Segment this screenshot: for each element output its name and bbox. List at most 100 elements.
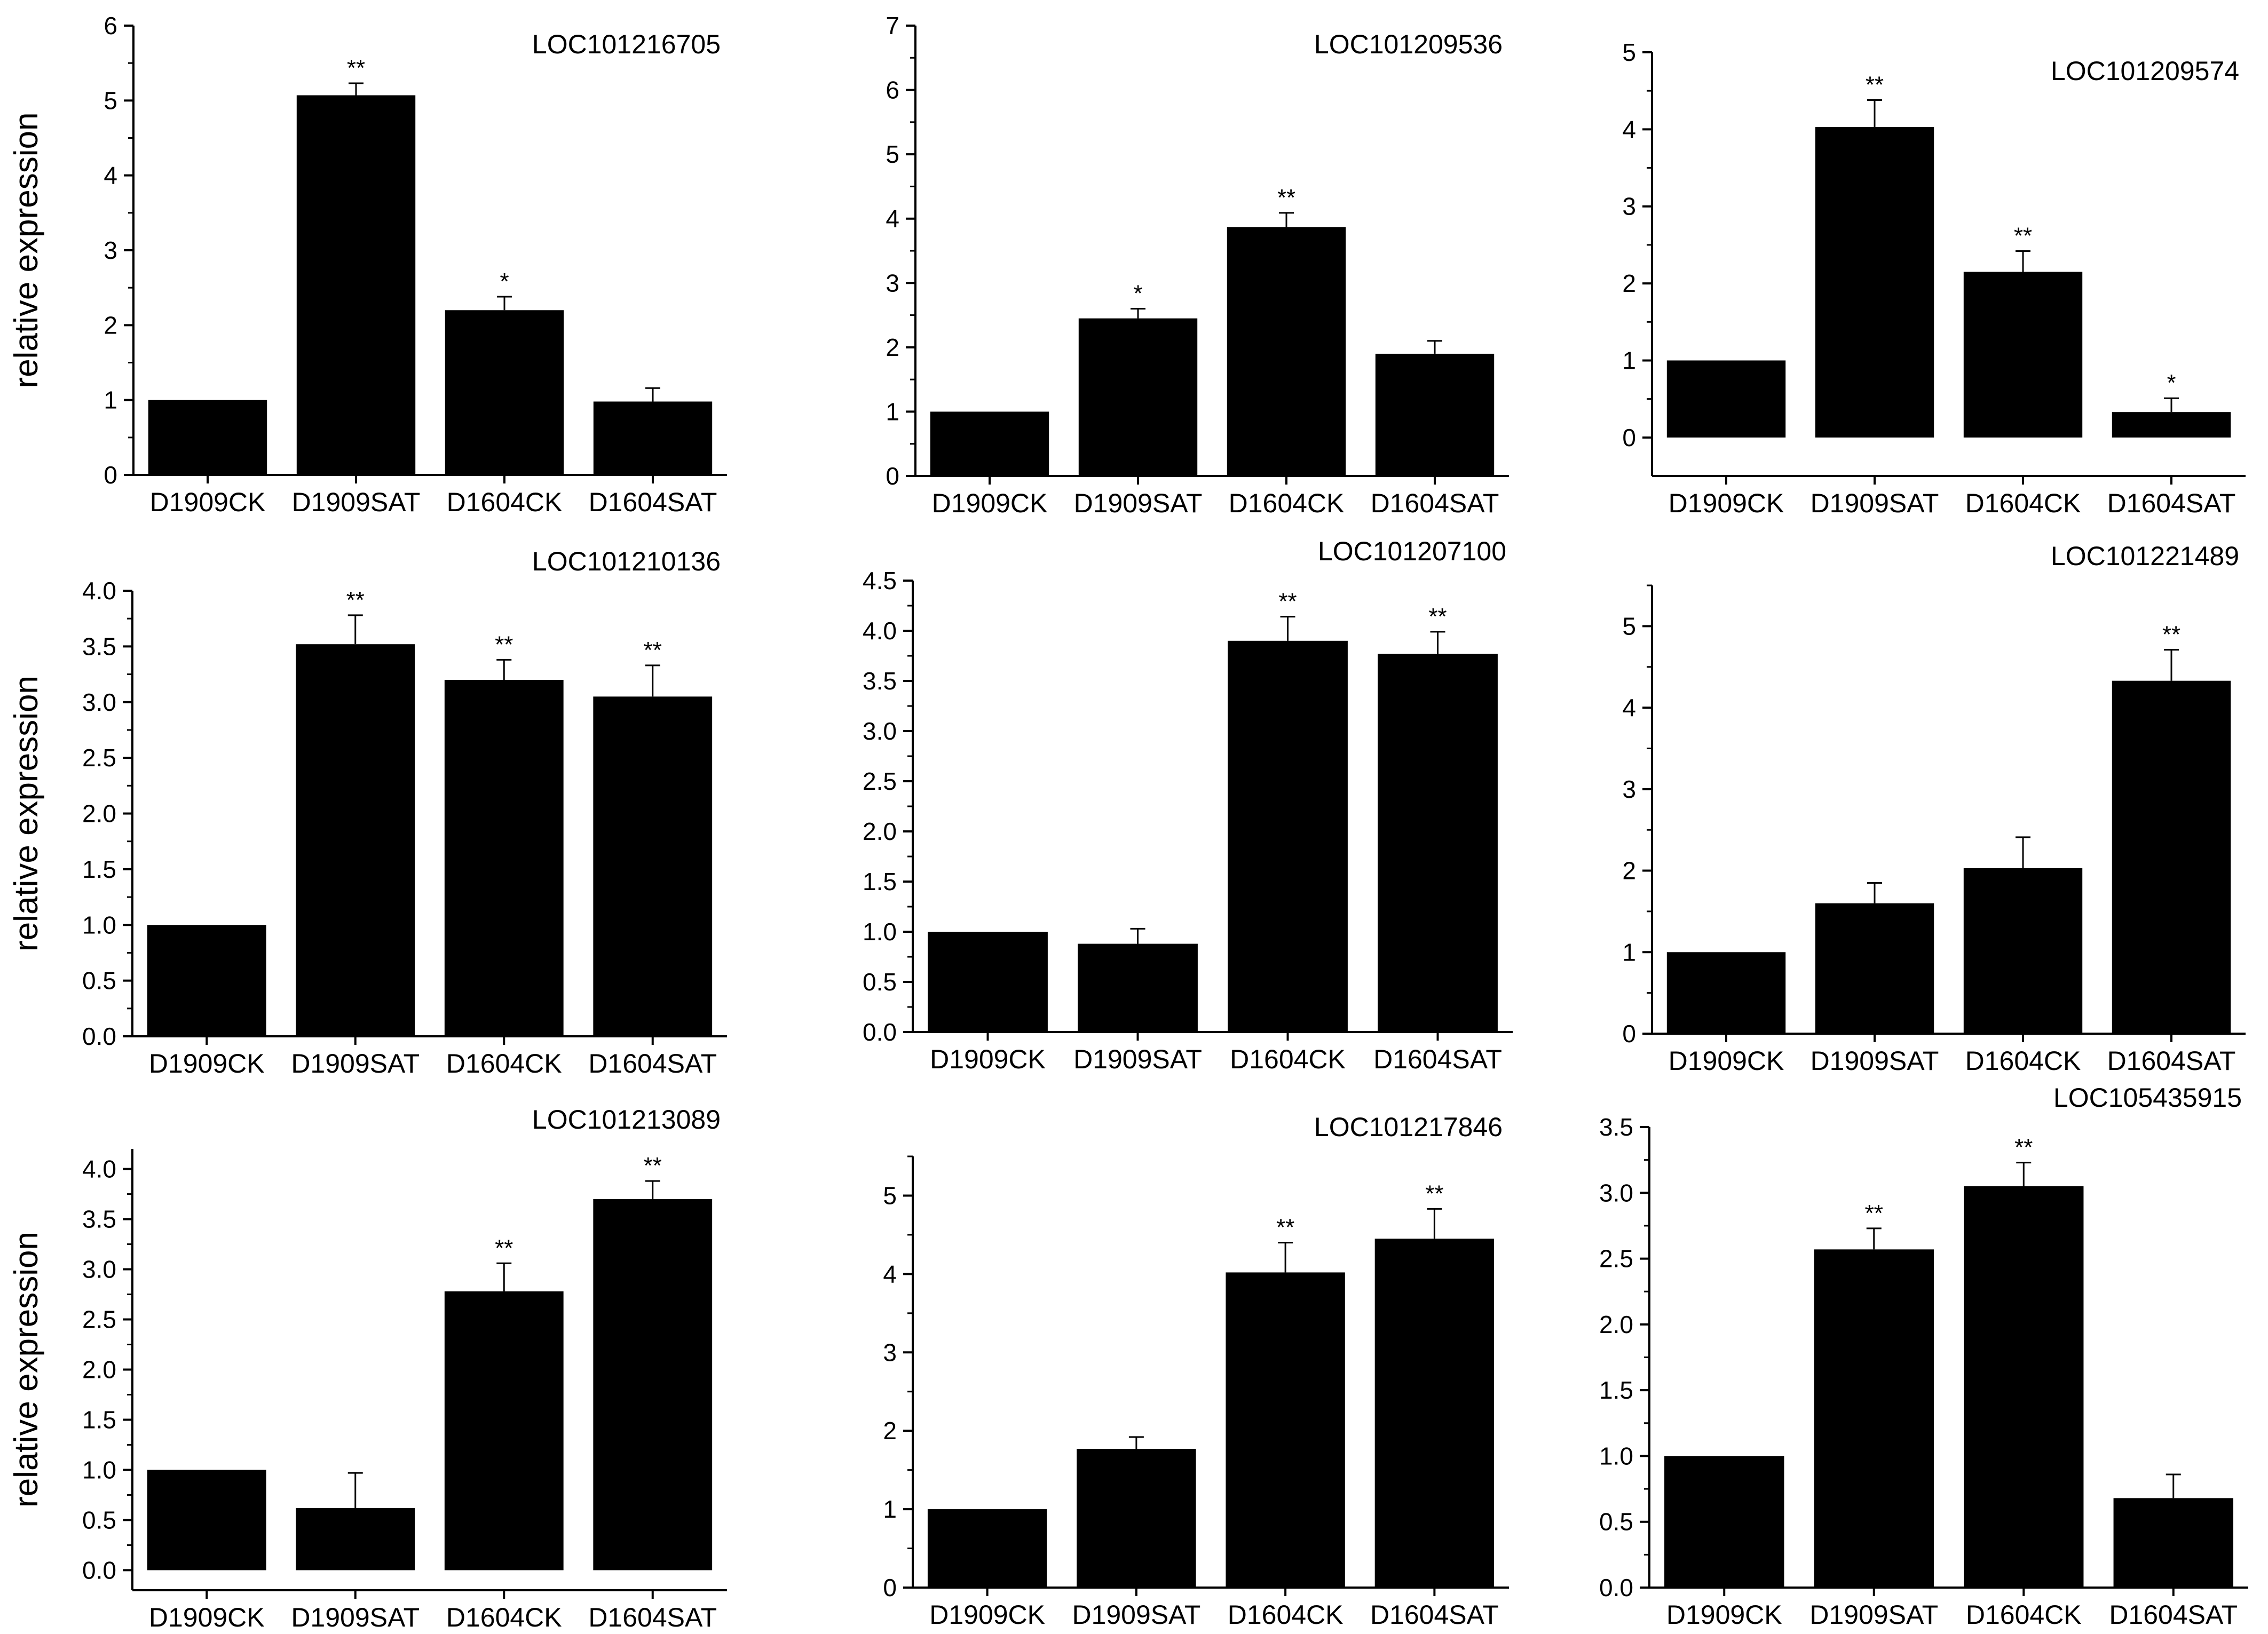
significance-marker: ** <box>1428 604 1447 630</box>
y-tick-label: 1.5 <box>1599 1376 1633 1404</box>
bar <box>2112 412 2231 438</box>
y-tick-label: 3.0 <box>863 717 897 745</box>
bar <box>296 644 415 1036</box>
significance-marker: ** <box>1866 72 1884 98</box>
y-tick-label: 0.0 <box>1599 1574 1633 1601</box>
x-category-label: D1909CK <box>932 488 1048 518</box>
y-tick-label: 4 <box>886 205 899 233</box>
x-category-label: D1909CK <box>1666 1600 1782 1630</box>
bar <box>1964 1186 2084 1588</box>
y-tick-label: 4 <box>883 1260 897 1288</box>
bar <box>445 310 564 475</box>
y-tick-label: 5 <box>1622 38 1636 66</box>
y-tick-label: 3.5 <box>1599 1113 1633 1141</box>
bar <box>1815 903 1934 1034</box>
y-tick-label: 2.0 <box>82 800 116 828</box>
y-tick-label: 0 <box>1622 1020 1636 1048</box>
y-tick-label: 0.5 <box>82 1506 116 1534</box>
y-tick-label: 1 <box>886 398 899 425</box>
y-tick-label: 2 <box>1622 269 1636 297</box>
significance-marker: ** <box>1865 1200 1883 1226</box>
x-category-label: D1909SAT <box>1072 1600 1200 1630</box>
y-tick-label: 3.0 <box>1599 1179 1633 1207</box>
bar <box>1963 868 2083 1034</box>
y-tick-label: 2.5 <box>863 767 897 795</box>
y-tick-label: 3.5 <box>863 667 897 695</box>
x-category-label: D1604CK <box>1965 488 2081 518</box>
bar <box>1374 1239 1495 1588</box>
x-category-label: D1604SAT <box>588 1603 717 1632</box>
x-category-label: D1604SAT <box>1373 1044 1502 1074</box>
y-tick-label: 0 <box>104 461 117 489</box>
significance-marker: ** <box>495 631 513 657</box>
x-category-label: D1604SAT <box>589 487 717 517</box>
chart-panel-6: 0 1 2 3 4 5 D1909CK D1909SAT D1604CK ** D1604SAT LO… <box>1622 541 2246 1076</box>
significance-marker: ** <box>1425 1180 1443 1207</box>
x-category-label: D1909SAT <box>291 1049 420 1078</box>
x-category-label: D1909SAT <box>1809 1600 1938 1630</box>
y-tick-label: 2 <box>104 311 117 339</box>
y-axis-label: relative expression <box>8 1232 45 1508</box>
y-tick-label: 4.0 <box>82 1155 116 1183</box>
significance-marker: ** <box>2014 223 2032 249</box>
y-tick-label: 0.0 <box>82 1556 116 1584</box>
bar <box>1227 227 1346 476</box>
y-tick-label: 4.5 <box>863 567 897 594</box>
x-category-label: D1909SAT <box>1811 488 1939 518</box>
y-tick-label: 5 <box>1622 612 1636 640</box>
gene-title: LOC101209536 <box>1314 29 1503 59</box>
y-tick-label: 0.5 <box>863 968 897 996</box>
significance-marker: ** <box>2014 1135 2033 1161</box>
significance-marker: ** <box>1277 185 1295 211</box>
x-category-label: D1604CK <box>1965 1046 2081 1076</box>
y-tick-label: 2.0 <box>863 818 897 845</box>
bar <box>147 1470 266 1570</box>
chart-panel-8: 0 1 2 3 4 5 D1909CK D1909SAT ** D1604CK ** D1604SAT… <box>883 1112 1509 1630</box>
significance-marker: * <box>500 268 509 295</box>
chart-panel-4: 0.0 0.5 1.0 1.5 2.0 2.5 3.0 3.5 4.0 D1909CK ** D190… <box>8 546 727 1078</box>
y-tick-label: 2 <box>1622 857 1636 885</box>
bar <box>1378 654 1498 1032</box>
bar <box>1078 318 1198 476</box>
y-tick-label: 2.0 <box>1599 1311 1633 1338</box>
x-category-label: D1909SAT <box>1073 1044 1202 1074</box>
y-tick-label: 3 <box>104 236 117 264</box>
y-tick-label: 2.5 <box>82 1306 116 1334</box>
x-category-label: D1909CK <box>1669 488 1784 518</box>
y-tick-label: 7 <box>886 12 899 39</box>
x-category-label: D1909SAT <box>1811 1046 1939 1076</box>
y-tick-label: 4.0 <box>82 577 116 605</box>
y-tick-label: 4 <box>104 162 117 189</box>
bar <box>593 696 713 1036</box>
significance-marker: ** <box>644 1153 662 1179</box>
y-tick-label: 2.0 <box>82 1356 116 1384</box>
y-tick-label: 0.0 <box>82 1022 116 1050</box>
y-tick-label: 2 <box>886 334 899 361</box>
significance-marker: * <box>1133 281 1142 307</box>
x-category-label: D1909CK <box>930 1044 1046 1074</box>
y-tick-label: 0.0 <box>863 1018 897 1046</box>
y-tick-label: 4 <box>1622 694 1636 721</box>
bar <box>593 401 713 475</box>
y-tick-label: 2 <box>883 1417 897 1445</box>
bar <box>1814 1249 1934 1588</box>
significance-marker: * <box>2167 370 2176 396</box>
significance-marker: ** <box>1276 1215 1294 1241</box>
gene-title: LOC101217846 <box>1314 1112 1503 1142</box>
x-category-label: D1604CK <box>447 487 563 517</box>
x-category-label: D1909CK <box>149 1603 265 1632</box>
y-tick-label: 1 <box>1622 938 1636 966</box>
bar <box>927 1509 1047 1588</box>
x-category-label: D1604SAT <box>588 1049 717 1078</box>
y-tick-label: 6 <box>104 12 117 39</box>
bar <box>1963 272 2083 438</box>
y-tick-label: 0.5 <box>1599 1508 1633 1536</box>
y-tick-label: 5 <box>104 86 117 114</box>
bar <box>928 932 1048 1032</box>
y-tick-label: 1 <box>1622 346 1636 374</box>
x-category-label: D1604CK <box>1228 1600 1344 1630</box>
y-tick-label: 3 <box>883 1338 897 1366</box>
y-tick-label: 1.5 <box>82 855 116 883</box>
x-category-label: D1604CK <box>446 1049 562 1078</box>
chart-panel-2: 0 1 2 3 4 5 6 7 D1909CK * D1909SAT ** D1604CK D1604SA… <box>886 12 1509 518</box>
